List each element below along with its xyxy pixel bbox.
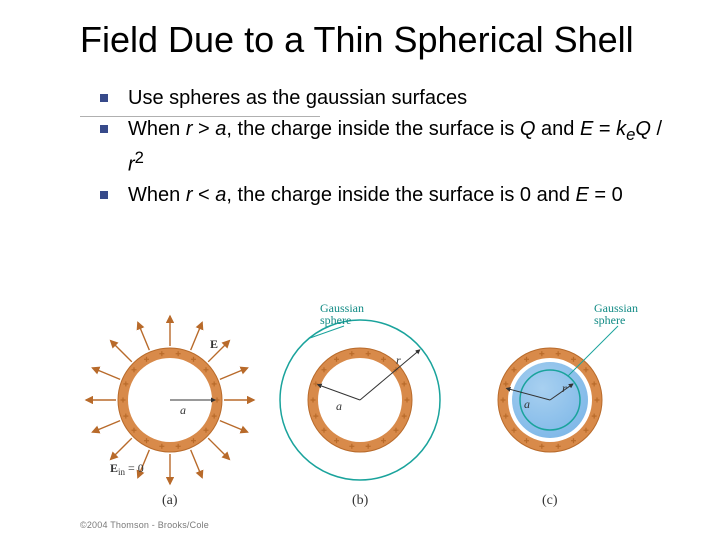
svg-text:r: r — [396, 353, 401, 367]
bullet-item: When r > a, the charge inside the surfac… — [100, 116, 680, 178]
svg-text:(b): (b) — [352, 493, 369, 508]
svg-text:a: a — [180, 403, 186, 417]
svg-text:a: a — [336, 399, 342, 413]
svg-text:(a): (a) — [162, 493, 178, 508]
svg-text:sphere: sphere — [594, 313, 625, 327]
svg-text:E: E — [210, 337, 218, 351]
figure: aEEin = 0(a)arGaussiansphere(b)arGaussia… — [80, 300, 660, 520]
svg-text:Ein = 0: Ein = 0 — [110, 461, 144, 477]
svg-text:a: a — [524, 397, 530, 411]
svg-text:r: r — [562, 381, 567, 395]
page-title: Field Due to a Thin Spherical Shell — [80, 18, 680, 61]
bullet-item: Use spheres as the gaussian surfaces — [100, 85, 680, 112]
svg-text:sphere: sphere — [320, 313, 351, 327]
bullet-item: When r < a, the charge inside the surfac… — [100, 182, 680, 209]
bullet-list: Use spheres as the gaussian surfaces When… — [100, 85, 680, 209]
svg-text:(c): (c) — [542, 493, 558, 508]
copyright-text: ©2004 Thomson - Brooks/Cole — [80, 520, 209, 530]
